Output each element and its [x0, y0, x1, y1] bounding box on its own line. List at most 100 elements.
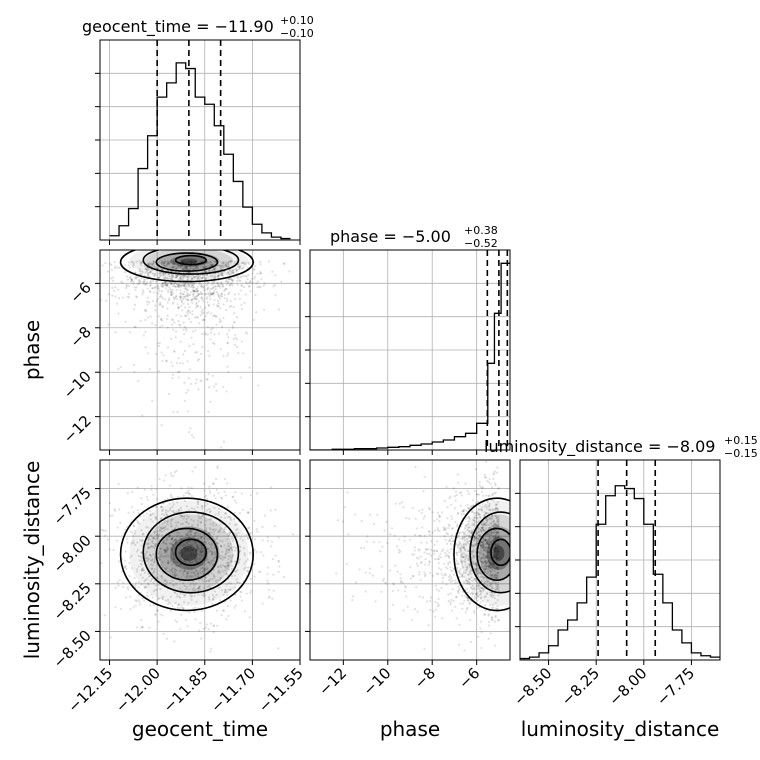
sample-point: [160, 424, 163, 427]
sample-point: [442, 526, 445, 529]
sample-point: [195, 553, 198, 556]
sample-point: [132, 280, 135, 283]
sample-point: [159, 517, 162, 520]
sample-point: [211, 593, 214, 597]
sample-point: [252, 318, 256, 321]
sample-point: [185, 585, 188, 588]
sample-point: [235, 268, 238, 271]
sample-point: [497, 487, 500, 490]
sample-point: [477, 531, 480, 534]
sample-point: [177, 564, 180, 567]
sample-point: [240, 307, 243, 311]
sample-point: [228, 549, 231, 552]
sample-point: [157, 287, 160, 290]
sample-point: [227, 261, 230, 264]
sample-point: [202, 318, 206, 321]
sample-point: [175, 361, 178, 365]
sample-point: [170, 293, 173, 296]
sample-point: [204, 504, 207, 507]
sample-point: [199, 292, 202, 295]
sample-point: [199, 550, 203, 553]
sample-point: [121, 296, 125, 299]
sample-point: [107, 292, 110, 296]
sample-point: [162, 268, 165, 271]
sample-point: [189, 260, 193, 263]
sample-point: [231, 271, 234, 274]
sample-point: [195, 275, 198, 278]
sample-point: [178, 587, 182, 590]
sample-point: [150, 265, 154, 268]
sample-point: [433, 519, 436, 522]
sample-point: [190, 576, 193, 579]
sample-point: [176, 531, 179, 534]
sample-point: [200, 539, 203, 542]
sample-point: [452, 487, 455, 490]
sample-point: [171, 318, 175, 322]
sample-point: [123, 264, 127, 267]
sample-point: [175, 469, 178, 472]
sample-point: [204, 333, 207, 336]
sample-point: [161, 359, 164, 363]
sample-point: [147, 272, 150, 275]
sample-point: [230, 537, 233, 540]
sample-point: [190, 494, 193, 498]
sample-point: [227, 266, 230, 269]
sample-point: [450, 515, 453, 518]
sample-point: [163, 513, 166, 516]
sample-point: [186, 548, 189, 551]
sample-point: [200, 554, 203, 557]
sample-point: [187, 310, 190, 313]
sample-point: [447, 593, 450, 596]
sample-point: [488, 553, 491, 556]
sample-point: [202, 285, 206, 288]
sample-point: [435, 572, 438, 575]
sample-point: [484, 609, 487, 612]
sample-point: [186, 533, 189, 536]
sample-point: [134, 271, 137, 274]
sample-point: [146, 498, 149, 501]
sample-point: [449, 603, 452, 606]
sample-point: [227, 534, 230, 538]
sample-point: [223, 296, 226, 300]
sample-point: [179, 627, 182, 630]
sample-point: [228, 515, 231, 518]
sample-point: [176, 595, 179, 598]
sample-point: [226, 354, 229, 357]
sample-point: [216, 565, 219, 568]
sample-point: [157, 534, 160, 537]
sample-point: [484, 476, 487, 479]
sample-point: [214, 266, 217, 269]
sample-point: [491, 591, 494, 594]
sample-point: [199, 535, 202, 538]
sample-point: [189, 533, 192, 537]
sample-point: [477, 534, 480, 537]
sample-point: [190, 277, 194, 281]
sample-point: [144, 330, 147, 333]
sample-point: [457, 550, 460, 553]
sample-point: [209, 578, 212, 581]
sample-point: [204, 277, 207, 281]
sample-point: [170, 548, 173, 551]
svg-text:luminosity_distance = −8.09: luminosity_distance = −8.09: [484, 437, 715, 457]
sample-point: [446, 517, 449, 520]
sample-point: [182, 260, 186, 263]
sample-point: [151, 539, 154, 542]
sample-point: [221, 262, 224, 265]
sample-point: [126, 541, 129, 544]
sample-point: [455, 596, 458, 599]
sample-point: [156, 342, 160, 345]
sample-point: [224, 262, 227, 266]
sample-point: [484, 476, 487, 479]
sample-point: [171, 273, 175, 277]
sample-point: [211, 563, 214, 567]
sample-point: [245, 569, 249, 572]
sample-point: [195, 556, 198, 560]
sample-point: [150, 578, 153, 581]
sample-point: [192, 519, 195, 523]
sample-point: [438, 520, 441, 523]
sample-point: [195, 287, 198, 291]
svg-text:−0.15: −0.15: [724, 447, 758, 460]
histogram-bar: [682, 643, 692, 660]
sample-point: [193, 282, 196, 285]
sample-point: [159, 575, 162, 578]
